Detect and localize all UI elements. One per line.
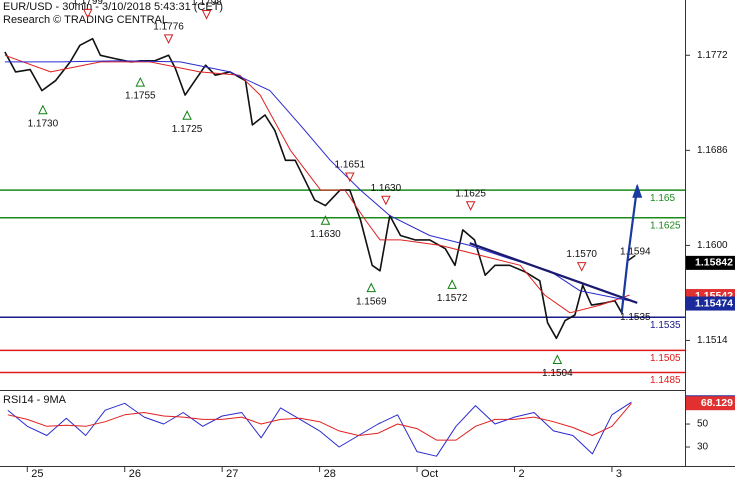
pivot-label: 1.1755	[125, 91, 156, 102]
pivot-label: 1.1569	[356, 296, 387, 307]
series-line	[4, 54, 630, 314]
pivot-label: 1.1651	[335, 160, 366, 171]
arrow-head	[632, 183, 643, 198]
pivot-label: 1.1730	[28, 118, 59, 129]
series-line	[7, 402, 632, 441]
x-tick-label: 27	[226, 468, 238, 480]
pivot-label: 1.1572	[437, 293, 468, 304]
y-tick-label: 50	[697, 419, 709, 430]
level-label: 1.1485	[650, 375, 681, 386]
x-tick-label: 3	[616, 468, 622, 480]
pivot-low	[552, 354, 563, 365]
pivot-label: 1.1725	[172, 124, 203, 135]
chart-title: EUR/USD - 30min - 3/10/2018 5:43:31 (CET…	[3, 1, 223, 13]
pivot-label: 1.1799	[72, 0, 103, 7]
level-label: 1.1535	[650, 320, 681, 331]
projection-label: 1.1535	[620, 312, 651, 323]
pivot-high	[163, 34, 174, 44]
level-label: 1.1505	[650, 353, 681, 364]
pivot-low	[320, 215, 331, 225]
price-box-label: 68.129	[701, 397, 733, 409]
x-tick-label: 2	[518, 468, 524, 480]
price-box	[686, 296, 735, 311]
price-box-label: 1.15474	[695, 297, 733, 309]
y-tick-label: 1.1600	[697, 240, 728, 251]
pivot-high	[465, 201, 476, 211]
pivot-high	[82, 8, 93, 19]
price-box	[686, 255, 735, 270]
pivot-label: 1.1630	[371, 183, 402, 194]
pivot-low	[366, 282, 377, 293]
series-line	[4, 37, 636, 340]
pivot-low	[38, 104, 48, 115]
trend-line	[469, 242, 638, 304]
price-box-label: 1.15842	[695, 257, 733, 269]
pivot-label: 1.1570	[566, 249, 597, 260]
projection-label: 1.1594	[620, 247, 651, 258]
pivot-label: 1.1776	[153, 21, 184, 32]
chart-subtitle: Research © TRADING CENTRAL	[3, 14, 168, 26]
pivot-high	[201, 10, 212, 20]
pivot-high	[576, 262, 587, 272]
series-line	[7, 401, 632, 457]
pivot-low	[135, 76, 146, 87]
x-tick-label: 26	[129, 468, 141, 480]
chart-title: RSI14 - 9MA	[3, 394, 67, 406]
pivot-low	[182, 110, 192, 120]
projection-arrow	[620, 185, 639, 313]
pivot-label: 1.1504	[542, 368, 573, 379]
y-tick-label: 1.1514	[697, 335, 728, 346]
level-label: 1.1625	[650, 220, 681, 231]
pivot-label: 1.1798	[191, 0, 222, 8]
pivot-high	[381, 195, 391, 206]
level-label: 1.165	[650, 193, 675, 204]
pivot-high	[344, 172, 355, 183]
x-tick-label: 25	[31, 468, 43, 480]
y-tick-label: 1.1772	[697, 50, 728, 61]
x-tick-label: Oct	[421, 468, 438, 480]
pivot-low	[447, 279, 457, 289]
x-tick-label: 28	[324, 468, 336, 480]
y-tick-label: 1.1686	[697, 145, 728, 156]
price-box	[686, 396, 735, 411]
y-tick-label: 30	[697, 442, 709, 453]
pivot-label: 1.1630	[310, 229, 341, 240]
pivot-label: 1.1625	[455, 188, 486, 199]
